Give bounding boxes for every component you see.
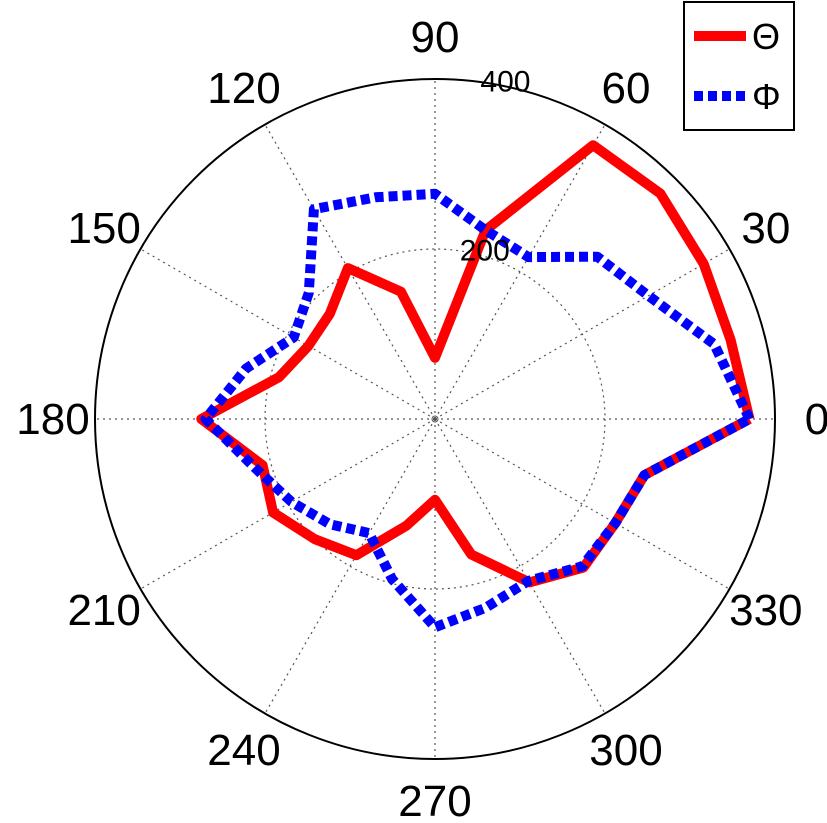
angle-tick-label-330: 330	[729, 586, 802, 635]
angle-tick-label-300: 300	[589, 726, 662, 775]
angle-tick-label-0: 0	[805, 395, 827, 444]
series-layer	[196, 140, 755, 633]
axis-labels: 0 30 60 90 120 150 180 210 240 270 300 330 200 400	[16, 13, 827, 823]
legend-label-phi: Φ	[752, 76, 781, 117]
angle-tick-label-210: 210	[67, 586, 140, 635]
angle-tick-label-120: 120	[207, 64, 280, 113]
angle-tick-label-90: 90	[411, 13, 460, 62]
legend-label-theta: Θ	[752, 16, 780, 57]
radial-tick-label-200: 200	[460, 234, 510, 267]
spoke-330	[434, 418, 730, 590]
ring-200	[264, 248, 606, 590]
outer-ring	[94, 78, 776, 760]
center-marker	[431, 415, 439, 423]
spoke-150	[140, 248, 436, 420]
angle-tick-label-30: 30	[741, 204, 790, 253]
series-line-1	[200, 188, 755, 633]
polar-grid	[94, 78, 776, 760]
angle-tick-label-240: 240	[207, 726, 280, 775]
legend-box	[683, 1, 795, 131]
legend: Θ Φ	[683, 1, 795, 131]
angle-tick-label-270: 270	[398, 777, 471, 823]
angle-tick-label-60: 60	[602, 64, 651, 113]
radial-tick-label-400: 400	[480, 66, 530, 99]
angle-tick-label-150: 150	[67, 204, 140, 253]
series-line-0	[196, 140, 755, 588]
angle-tick-label-180: 180	[16, 395, 89, 444]
spoke-300	[434, 418, 606, 714]
